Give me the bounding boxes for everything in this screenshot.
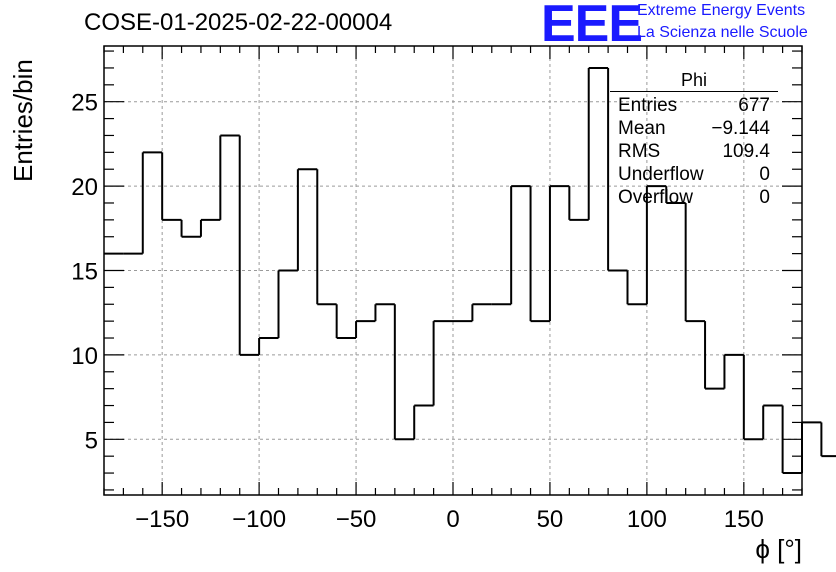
y-tick-label: 10: [71, 343, 98, 370]
x-tick-label: −150: [135, 506, 189, 533]
x-tick-label: 0: [446, 506, 459, 533]
y-tick-label: 15: [71, 259, 98, 286]
y-tick-label: 5: [85, 427, 98, 454]
y-axis-label: Entries/bin: [8, 59, 38, 182]
x-axis-label: ϕ [°]: [755, 534, 802, 564]
logo-line-1: Extreme Energy Events: [637, 2, 806, 19]
stats-value: 109.4: [722, 141, 770, 162]
x-tick-label: 50: [537, 506, 564, 533]
x-tick-label: −50: [336, 506, 377, 533]
y-tick-label: 20: [71, 174, 98, 201]
stats-label: Mean: [618, 118, 666, 139]
stats-value: 0: [759, 164, 770, 185]
axes: [103, 45, 803, 496]
eee-logo: EEE: [541, 0, 643, 53]
stats-value: 0: [759, 187, 770, 208]
logo-line-2: La Scienza nelle Scuole: [637, 24, 808, 41]
stats-box: Phi Entries 677 Mean −9.144 RMS 109.4 Un…: [610, 70, 778, 209]
stats-title: Phi: [610, 70, 778, 92]
tick-labels: −150 −100 −50 0 50 100 150 5 10 15 20 25: [71, 90, 764, 533]
stats-row-entries: Entries 677: [610, 94, 778, 117]
stats-label: RMS: [618, 141, 661, 162]
stats-label: Underflow: [618, 164, 704, 185]
stats-row-rms: RMS 109.4: [610, 140, 778, 163]
stats-label: Overflow: [618, 187, 693, 208]
histogram-series: [104, 66, 836, 475]
stats-value: 677: [738, 95, 770, 116]
stats-row-overflow: Overflow 0: [610, 186, 778, 209]
x-tick-label: −100: [232, 506, 286, 533]
stats-value: −9.144: [711, 118, 770, 139]
x-tick-label: 150: [724, 506, 764, 533]
x-tick-label: 100: [627, 506, 667, 533]
y-tick-label: 25: [71, 90, 98, 117]
stats-row-underflow: Underflow 0: [610, 163, 778, 186]
chart-title: COSE-01-2025-02-22-00004: [84, 9, 393, 36]
stats-row-mean: Mean −9.144: [610, 117, 778, 140]
stats-label: Entries: [618, 95, 678, 116]
